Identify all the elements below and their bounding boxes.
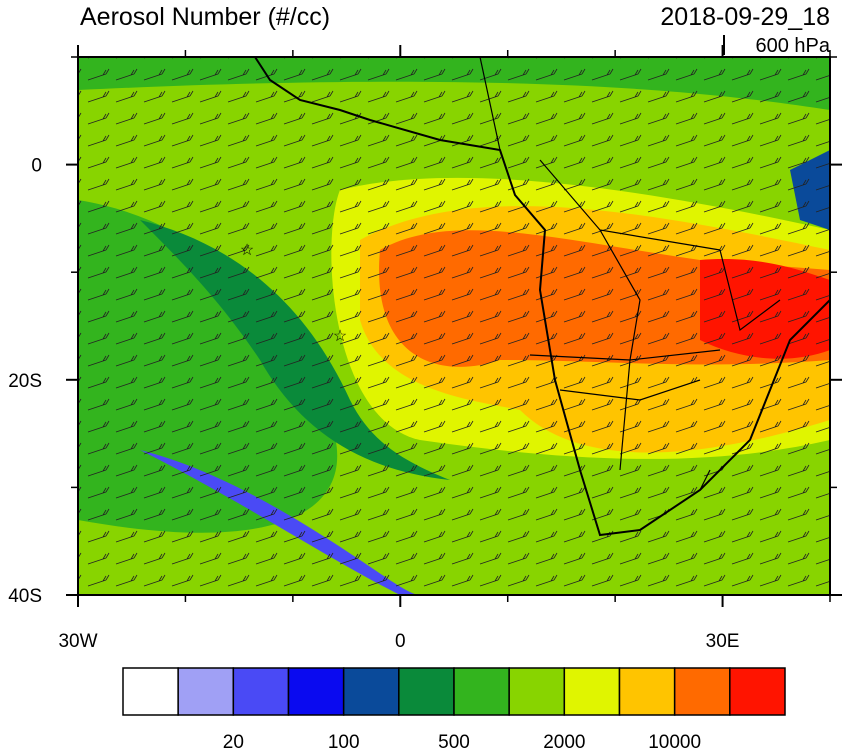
colorbar-label: 2000 <box>543 732 585 750</box>
colorbar-box <box>342 667 400 716</box>
x-tick-label: 30E <box>706 631 740 652</box>
x-tick-label: 30W <box>58 631 97 652</box>
colorbar-box <box>618 667 676 716</box>
colorbar-label: 500 <box>438 732 470 750</box>
colorbar-label: 100 <box>328 732 360 750</box>
date: 2018-09-29_18 <box>660 3 830 31</box>
colorbar-box <box>729 667 786 716</box>
y-tick-label: 40S <box>8 586 42 607</box>
colorbar-box <box>508 667 566 716</box>
colorbar-label: 10000 <box>648 732 701 750</box>
coastline <box>254 57 830 537</box>
colorbar-label: 20 <box>223 732 244 750</box>
site-star: ☆ <box>333 328 347 345</box>
colorbar-box <box>398 667 455 716</box>
title: Aerosol Number (#/cc) <box>80 3 330 31</box>
map-frame <box>77 56 831 596</box>
colorbar-box <box>563 667 621 716</box>
colorbar-box <box>122 667 179 716</box>
wind-barbs <box>78 57 830 595</box>
level: 600 hPa <box>755 35 830 57</box>
map-field: ☆ ☆ <box>78 57 830 595</box>
y-tick-label: 20S <box>8 371 42 392</box>
colorbar-box <box>673 667 731 716</box>
site-star: ☆ <box>240 242 254 259</box>
x-tick-label: 0 <box>395 631 406 652</box>
colorbar-box <box>232 667 290 716</box>
borders <box>479 57 781 491</box>
colorbar-box <box>287 667 345 716</box>
colorbar-box <box>177 667 235 716</box>
colorbar-box <box>453 667 510 716</box>
y-tick-label: 0 <box>31 156 42 177</box>
